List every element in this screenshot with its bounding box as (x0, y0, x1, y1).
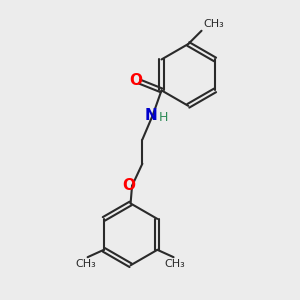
Text: O: O (129, 73, 142, 88)
Text: O: O (123, 178, 136, 193)
Text: CH₃: CH₃ (165, 259, 185, 269)
Text: CH₃: CH₃ (203, 19, 224, 29)
Text: CH₃: CH₃ (76, 259, 97, 269)
Text: H: H (159, 111, 169, 124)
Text: N: N (145, 108, 158, 123)
